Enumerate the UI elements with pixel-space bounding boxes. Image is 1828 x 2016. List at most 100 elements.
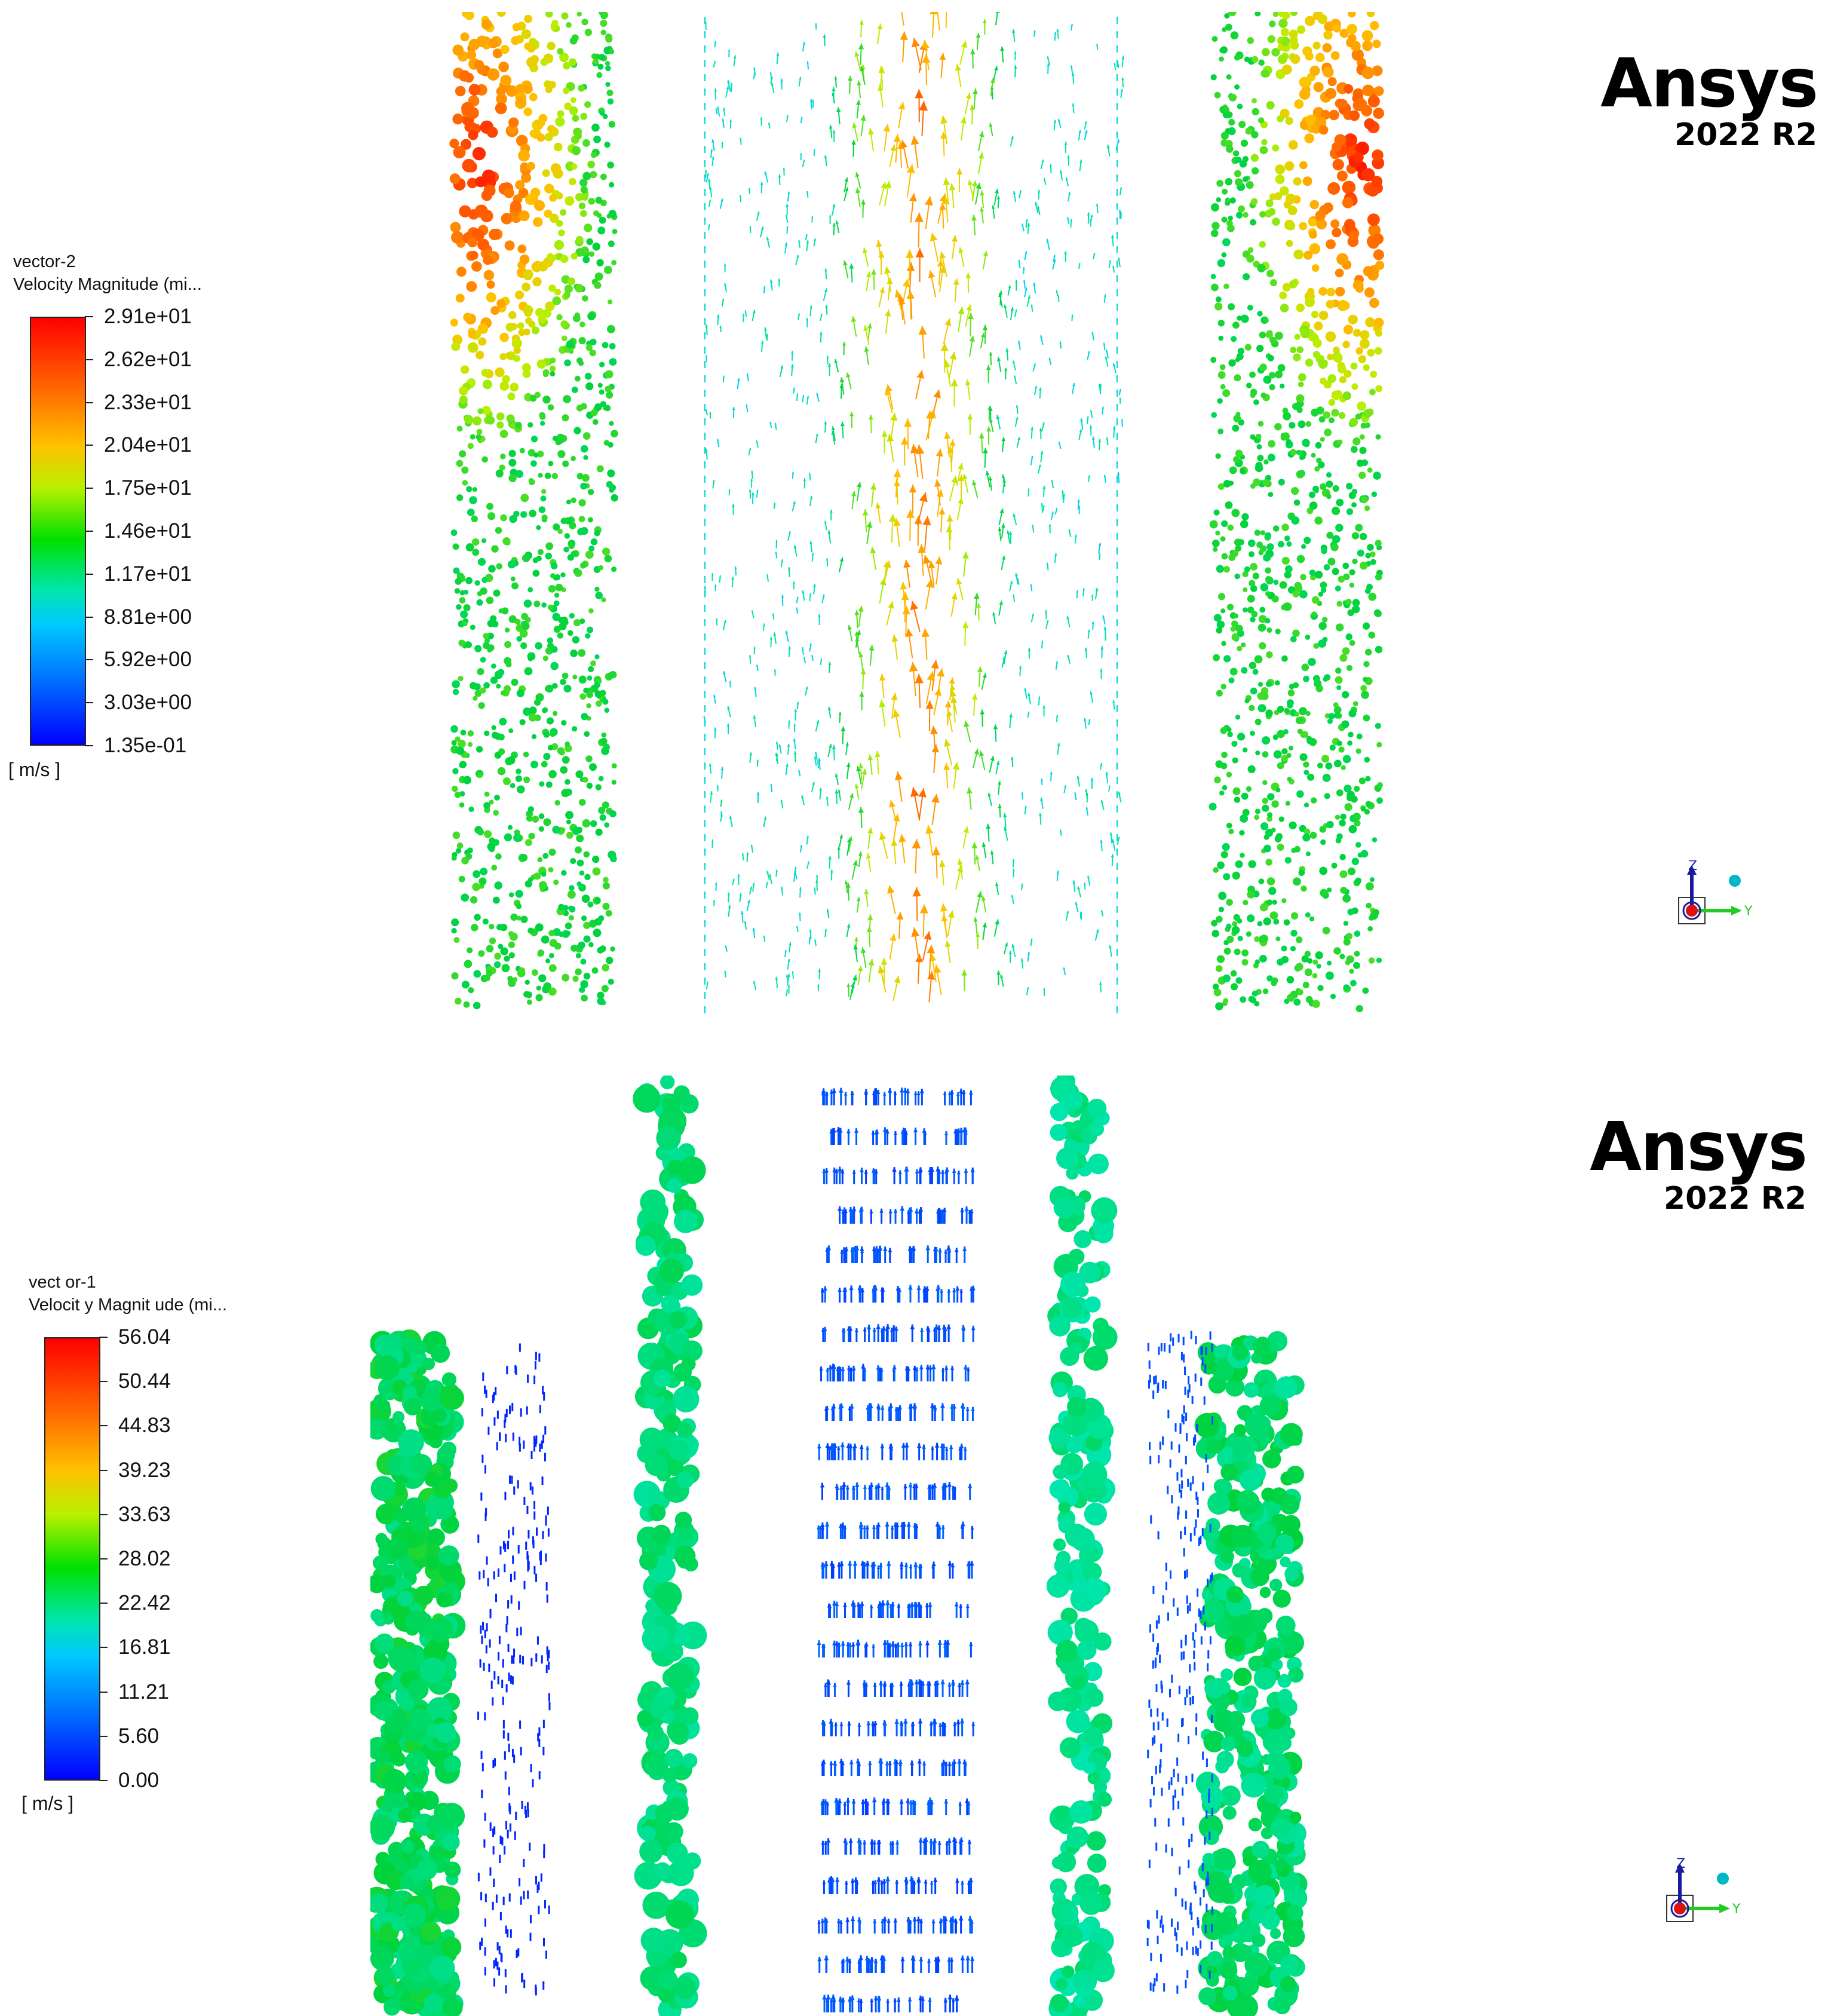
velocity-vector (796, 393, 799, 401)
velocity-vector (1326, 299, 1335, 309)
velocity-vector (1344, 803, 1352, 811)
velocity-vector (1117, 837, 1120, 845)
velocity-vector (463, 604, 471, 612)
velocity-vector (1084, 121, 1087, 130)
velocity-vector (947, 1561, 952, 1579)
velocity-vector (605, 35, 613, 43)
velocity-vector (1336, 623, 1344, 632)
velocity-vector (590, 538, 598, 546)
vector-field-view[interactable] (442, 12, 1398, 1028)
velocity-vector (1001, 523, 1005, 539)
velocity-vector (830, 1129, 835, 1145)
velocity-vector (909, 661, 918, 696)
velocity-vector (597, 997, 605, 1006)
velocity-vector (1045, 609, 1048, 620)
velocity-vector (1049, 164, 1052, 174)
velocity-vector (578, 499, 586, 507)
velocity-vector (1077, 886, 1081, 897)
velocity-vector (1274, 370, 1283, 379)
velocity-vector (527, 877, 533, 883)
velocity-vector (1226, 923, 1232, 929)
velocity-vector (867, 914, 873, 936)
velocity-vector (540, 58, 548, 66)
velocity-vector (579, 675, 587, 682)
axis-triad[interactable]: Z Y (1673, 860, 1762, 950)
velocity-vector (451, 918, 459, 927)
velocity-vector (1335, 676, 1343, 684)
velocity-vector (571, 456, 576, 461)
velocity-vector (587, 489, 594, 495)
velocity-vector (1119, 187, 1122, 195)
velocity-vector (1342, 894, 1351, 903)
velocity-vector (909, 1564, 913, 1579)
velocity-vector (397, 1591, 413, 1607)
velocity-vector (581, 474, 590, 482)
velocity-vector (1263, 553, 1271, 562)
velocity-vector (496, 412, 505, 421)
velocity-vector (958, 307, 965, 333)
colorbar-tick (85, 531, 93, 532)
velocity-vector (1033, 385, 1038, 396)
velocity-vector (1311, 264, 1320, 272)
velocity-vector (1333, 759, 1342, 768)
velocity-vector (499, 332, 509, 342)
velocity-vector (1239, 468, 1246, 474)
velocity-vector (1272, 734, 1279, 740)
velocity-vector (723, 108, 726, 117)
velocity-vector (1232, 787, 1241, 795)
velocity-vector (1362, 676, 1368, 682)
triad-view-dot[interactable] (1729, 875, 1741, 887)
velocity-vector (1368, 592, 1377, 601)
velocity-vector (1235, 545, 1242, 552)
velocity-vector (704, 633, 706, 641)
velocity-vector (1309, 231, 1317, 239)
velocity-vector (1211, 412, 1217, 418)
vector-field-view[interactable] (370, 1076, 1398, 2016)
velocity-vector (915, 1208, 919, 1224)
velocity-vector (774, 669, 777, 676)
velocity-vector (413, 1585, 434, 1606)
velocity-vector (1372, 837, 1378, 842)
velocity-vector (869, 1482, 874, 1500)
velocity-vector (720, 814, 723, 822)
velocity-vector (1204, 1871, 1230, 1896)
velocity-vector (1347, 33, 1357, 43)
velocity-vector (943, 177, 950, 205)
bottom-viewport[interactable]: vect or-1 Velocit y Magnit ude (mi... 56… (0, 1040, 1828, 2016)
velocity-vector (1370, 559, 1376, 565)
velocity-vector (820, 658, 823, 665)
velocity-vector (1311, 596, 1320, 604)
velocity-vector (913, 1405, 917, 1421)
velocity-vector (456, 842, 464, 849)
velocity-vector (1093, 253, 1096, 260)
velocity-vector (1338, 99, 1348, 109)
velocity-vector (1331, 862, 1338, 869)
velocity-vector (775, 752, 779, 764)
velocity-vector (919, 904, 928, 937)
velocity-vector (746, 404, 749, 412)
velocity-vector (1246, 931, 1252, 937)
velocity-vector (545, 552, 553, 560)
velocity-vector (477, 408, 484, 415)
velocity-vector (1286, 439, 1292, 445)
velocity-vector (1309, 501, 1318, 510)
velocity-vector (1286, 976, 1295, 984)
velocity-vector (579, 562, 587, 569)
velocity-vector (573, 427, 581, 434)
velocity-vector (483, 379, 492, 390)
velocity-vector (1043, 988, 1045, 997)
velocity-vector (1004, 826, 1008, 841)
velocity-vector (793, 751, 797, 762)
velocity-vector (998, 292, 1003, 308)
top-viewport[interactable]: vector-2 Velocity Magnitude (mi... 2.91e… (0, 0, 1828, 1040)
velocity-vector (1087, 875, 1091, 886)
velocity-vector (1358, 355, 1367, 363)
velocity-vector (512, 977, 518, 982)
velocity-vector (467, 443, 474, 449)
velocity-vector (704, 992, 706, 999)
velocity-vector (1340, 813, 1347, 820)
velocity-vector (1226, 1711, 1246, 1729)
velocity-vector (1268, 440, 1275, 448)
velocity-vector (769, 72, 772, 80)
velocity-vector (893, 517, 901, 547)
